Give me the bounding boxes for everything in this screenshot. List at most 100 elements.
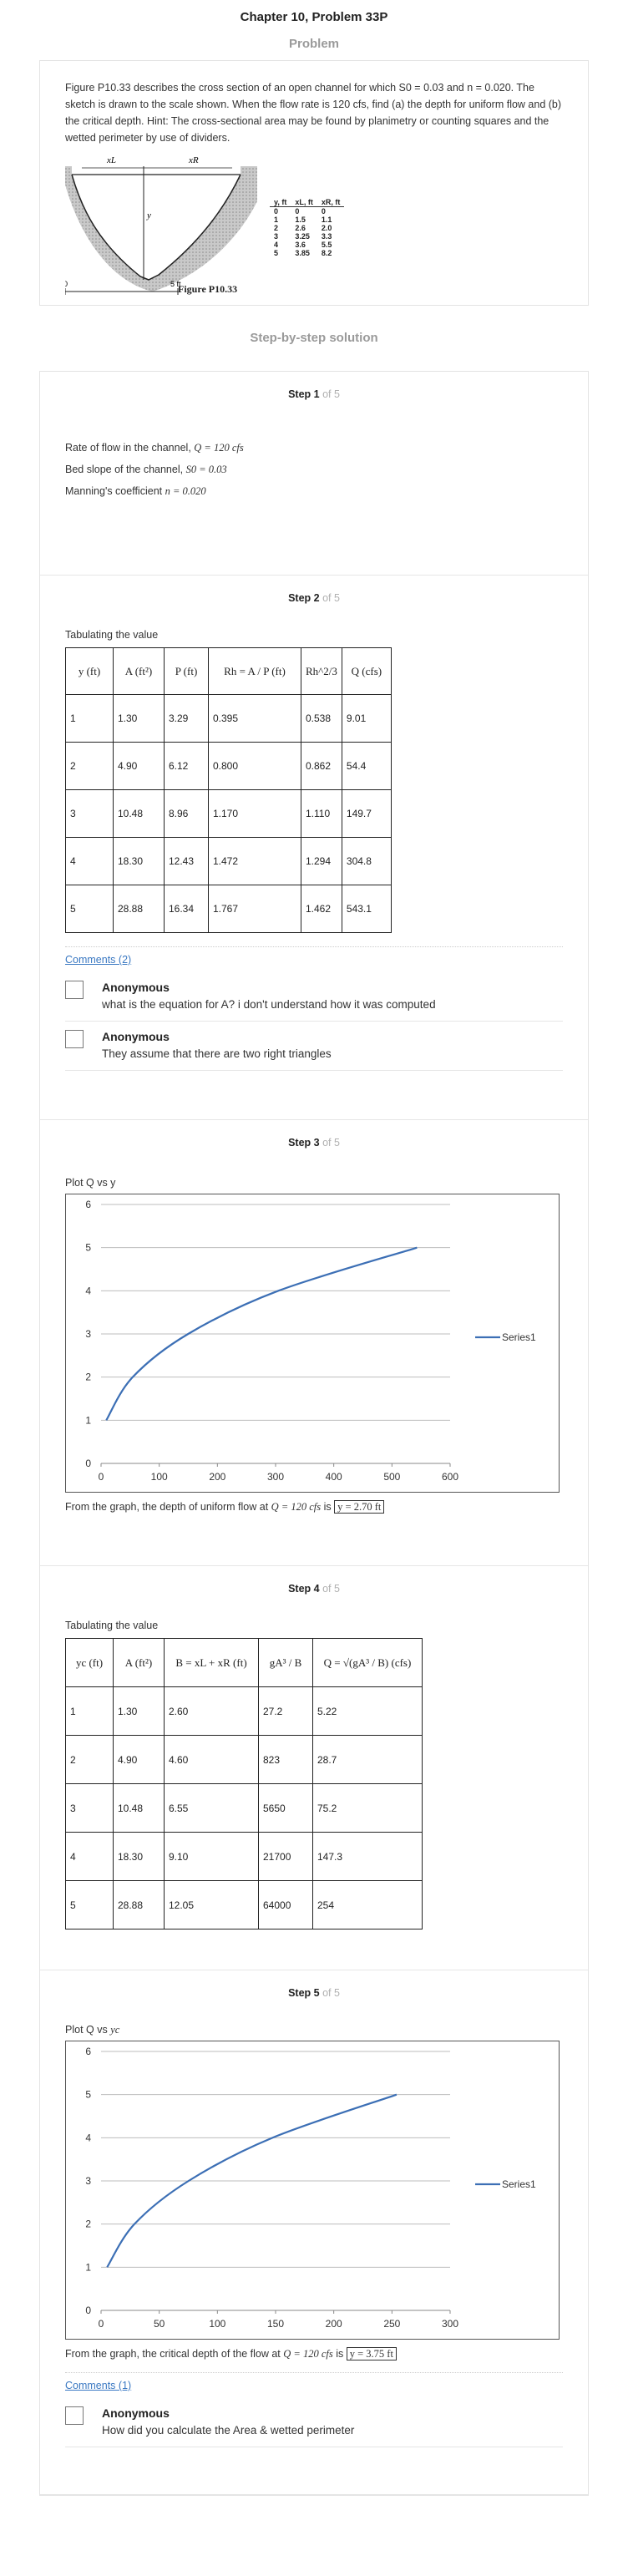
step-label: Step 4 [288,1583,320,1595]
fig-table-cell: 3.25 [295,232,310,241]
table-row: 4 18.30 12.43 1.472 1.294 304.8 [65,837,392,885]
x-tick-label: 150 [267,2318,284,2330]
x-tick-label: 300 [442,2318,458,2330]
fig-table-cell: 8.2 [321,249,332,257]
step-of: of 5 [322,1987,340,1999]
y-tick-label: 6 [85,2046,91,2057]
manning-line: Manning's coefficient n = 0.020 [65,485,563,507]
table-row: 2 4.90 6.12 0.800 0.862 54.4 [65,742,392,790]
fig-table-cell: 5 [274,249,279,257]
table-cell: 1 [65,694,114,743]
table-cell: 12.43 [164,837,209,885]
table-cell: 6.12 [164,742,209,790]
fig-table-header: xR, ft [321,198,341,206]
bed-slope-line: Bed slope of the channel, S0 = 0.03 [65,464,563,485]
table-row: 3 10.48 8.96 1.170 1.110 149.7 [65,789,392,838]
table-cell: 4.90 [113,1735,165,1784]
table-cell: 64000 [258,1880,313,1929]
table-row: 4 18.30 9.10 21700 147.3 [65,1832,423,1881]
table-cell: 0.800 [208,742,301,790]
table-header: A (ft²) [113,647,165,695]
comment-avatar [65,1030,84,1048]
fig-table-cell: 2.0 [321,224,332,232]
step-2-intro: Tabulating the value [65,629,159,641]
table-cell: 2.60 [164,1686,259,1736]
table-cell: 5 [65,885,114,933]
table-cell: 254 [312,1880,423,1929]
table-cell: 1.30 [113,1686,165,1736]
step-of: of 5 [322,1583,340,1595]
fig-table-header: xL, ft [295,198,313,206]
step-3-intro: Plot Q vs y [65,1177,116,1189]
fig-table-cell: 3.85 [295,249,310,257]
uniform-flow-table: y (ft) A (ft²) P (ft) Rh = A / P (ft) Rh… [65,647,392,933]
step-5-conclusion: From the graph, the critical depth of th… [65,2347,563,2360]
table-cell: 149.7 [341,789,392,838]
table-cell: 147.3 [312,1832,423,1881]
comment-author: Anonymous [102,981,170,994]
table-cell: 27.2 [258,1686,313,1736]
step-of: of 5 [322,1137,340,1149]
step-label: Step 3 [288,1137,320,1149]
comment-text: what is the equation for A? i don't unde… [102,998,436,1011]
step-5-intro: Plot Q vs yc [65,2024,563,2041]
x-tick-label: 500 [383,1471,400,1483]
x-tick-label: 100 [151,1471,168,1483]
table-row: 5 28.88 12.05 64000 254 [65,1880,423,1929]
table-cell: 543.1 [341,885,392,933]
step-5-intro-math: yc [110,2024,120,2036]
steps-card: Step 1 of 5 Rate of flow in the channel,… [39,371,589,2496]
table-cell: 1 [65,1686,114,1736]
comments-link[interactable]: Comments (1) [65,2380,132,2391]
comments-link[interactable]: Comments (2) [65,954,132,966]
comment-author: Anonymous [102,2406,170,2420]
table-cell: 304.8 [341,837,392,885]
ground-shading [65,166,257,292]
channel-cross-section-figure: xL xR y 0 5 ft [63,155,257,295]
table-row: 2 4.90 4.60 823 28.7 [65,1735,423,1784]
table-cell: 1.294 [301,837,342,885]
table-header: Q = √(gA³ / B) (cfs) [312,1638,423,1687]
x-tick-label: 200 [209,1471,225,1483]
y-tick-label: 4 [85,1285,91,1296]
chart-q-vs-yc: 0 1 2 3 4 5 6 0 50 100 150 200 250 300 Series1 [65,2041,560,2340]
table-header: Q (cfs) [341,647,392,695]
step-5: Step 5 of 5 Plot Q vs yc 0 1 2 3 4 5 6 0 50 100 15… [40,1970,588,2495]
step-2-heading: Step 2 of 5 [65,576,563,616]
conclusion-text: From the graph, the depth of uniform flo… [65,1501,269,1513]
comment-text: They assume that there are two right tri… [102,1047,332,1060]
bed-slope-text: Bed slope of the channel, [65,464,184,475]
step-4: Step 4 of 5 Tabulating the value yc (ft)… [40,1566,588,1970]
table-cell: 18.30 [113,1832,165,1881]
step-label: Step 5 [288,1987,320,1999]
problem-text: Figure P10.33 describes the cross sectio… [65,82,562,144]
conclusion-is: is [323,1501,332,1513]
table-cell: 1.472 [208,837,301,885]
x-tick-label: 200 [326,2318,342,2330]
problem-figure: xL xR y 0 5 ft y, ft xL, ft xR, ft [63,151,533,300]
figure-caption: Figure P10.33 [178,283,238,295]
table-cell: 1.767 [208,885,301,933]
conclusion-math: Q = 120 cfs [283,2348,333,2360]
step-3-heading: Step 3 of 5 [65,1120,563,1160]
table-cell: 2 [65,742,114,790]
table-cell: 5.22 [312,1686,423,1736]
x-tick-label: 50 [154,2318,165,2330]
table-header: yc (ft) [65,1638,114,1687]
solution-page: Chapter 10, Problem 33P Problem Figure P… [39,10,589,2496]
x-tick-label: 600 [442,1471,458,1483]
y-tick-label: 2 [85,1372,91,1383]
fig-table-cell: 0 [321,207,326,216]
fig-table-header: y, ft [274,198,287,206]
x-tick-label: 0 [99,1471,104,1483]
x-tick-label: 300 [267,1471,284,1483]
fig-label-xr: xR [188,155,199,165]
step-1: Step 1 of 5 Rate of flow in the channel,… [40,372,588,576]
series-line [106,2093,398,2268]
table-cell: 1.30 [113,694,165,743]
flow-rate-line: Rate of flow in the channel, Q = 120 cfs [65,442,563,464]
table-cell: 10.48 [113,1783,165,1833]
table-cell: 3.29 [164,694,209,743]
step-4-intro: Tabulating the value [65,1620,159,1631]
critical-flow-table: yc (ft) A (ft²) B = xL + xR (ft) gA³ / B… [65,1638,423,1929]
